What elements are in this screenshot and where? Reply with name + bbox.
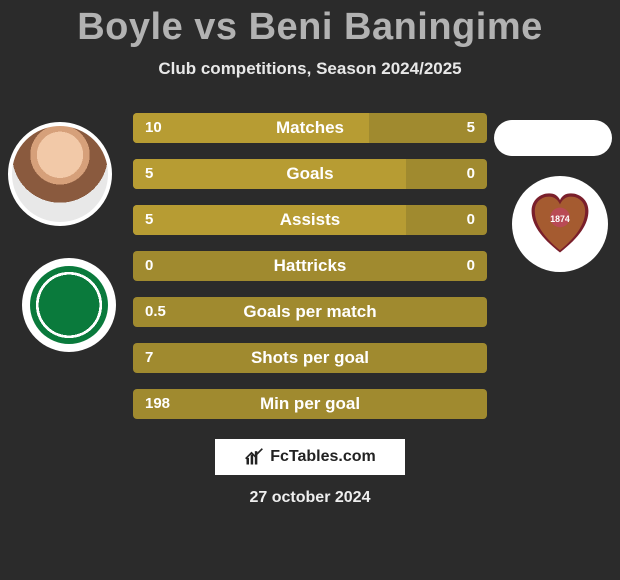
- player-right-photo: [494, 120, 612, 156]
- stat-right-value: 0: [455, 251, 487, 281]
- subtitle: Club competitions, Season 2024/2025: [0, 59, 620, 79]
- stat-row: 198Min per goal: [133, 389, 487, 419]
- stat-label: Shots per goal: [133, 343, 487, 373]
- stat-row: 5Goals0: [133, 159, 487, 189]
- svg-text:1874: 1874: [550, 214, 570, 224]
- stat-row: 7Shots per goal: [133, 343, 487, 373]
- stat-label: Goals: [133, 159, 487, 189]
- chart-icon: [244, 447, 264, 467]
- date-label: 27 october 2024: [0, 489, 620, 507]
- stat-row: 0.5Goals per match: [133, 297, 487, 327]
- stat-row: 5Assists0: [133, 205, 487, 235]
- stat-row: 0Hattricks0: [133, 251, 487, 281]
- stat-right-value: 0: [455, 159, 487, 189]
- stat-label: Matches: [133, 113, 487, 143]
- stat-row: 10Matches5: [133, 113, 487, 143]
- comparison-bars: 10Matches55Goals05Assists00Hattricks00.5…: [133, 113, 487, 419]
- stat-label: Min per goal: [133, 389, 487, 419]
- stat-right-value: 0: [455, 205, 487, 235]
- stat-label: Assists: [133, 205, 487, 235]
- brand-badge[interactable]: FcTables.com: [215, 439, 405, 475]
- player-left-photo: [8, 122, 112, 226]
- brand-label: FcTables.com: [270, 448, 376, 466]
- stat-label: Hattricks: [133, 251, 487, 281]
- page-title: Boyle vs Beni Baningime: [0, 0, 620, 49]
- club-left-badge: [22, 258, 116, 352]
- stat-label: Goals per match: [133, 297, 487, 327]
- heart-shield-icon: 1874: [525, 189, 595, 259]
- club-right-badge: 1874: [512, 176, 608, 272]
- stat-right-value: 5: [455, 113, 487, 143]
